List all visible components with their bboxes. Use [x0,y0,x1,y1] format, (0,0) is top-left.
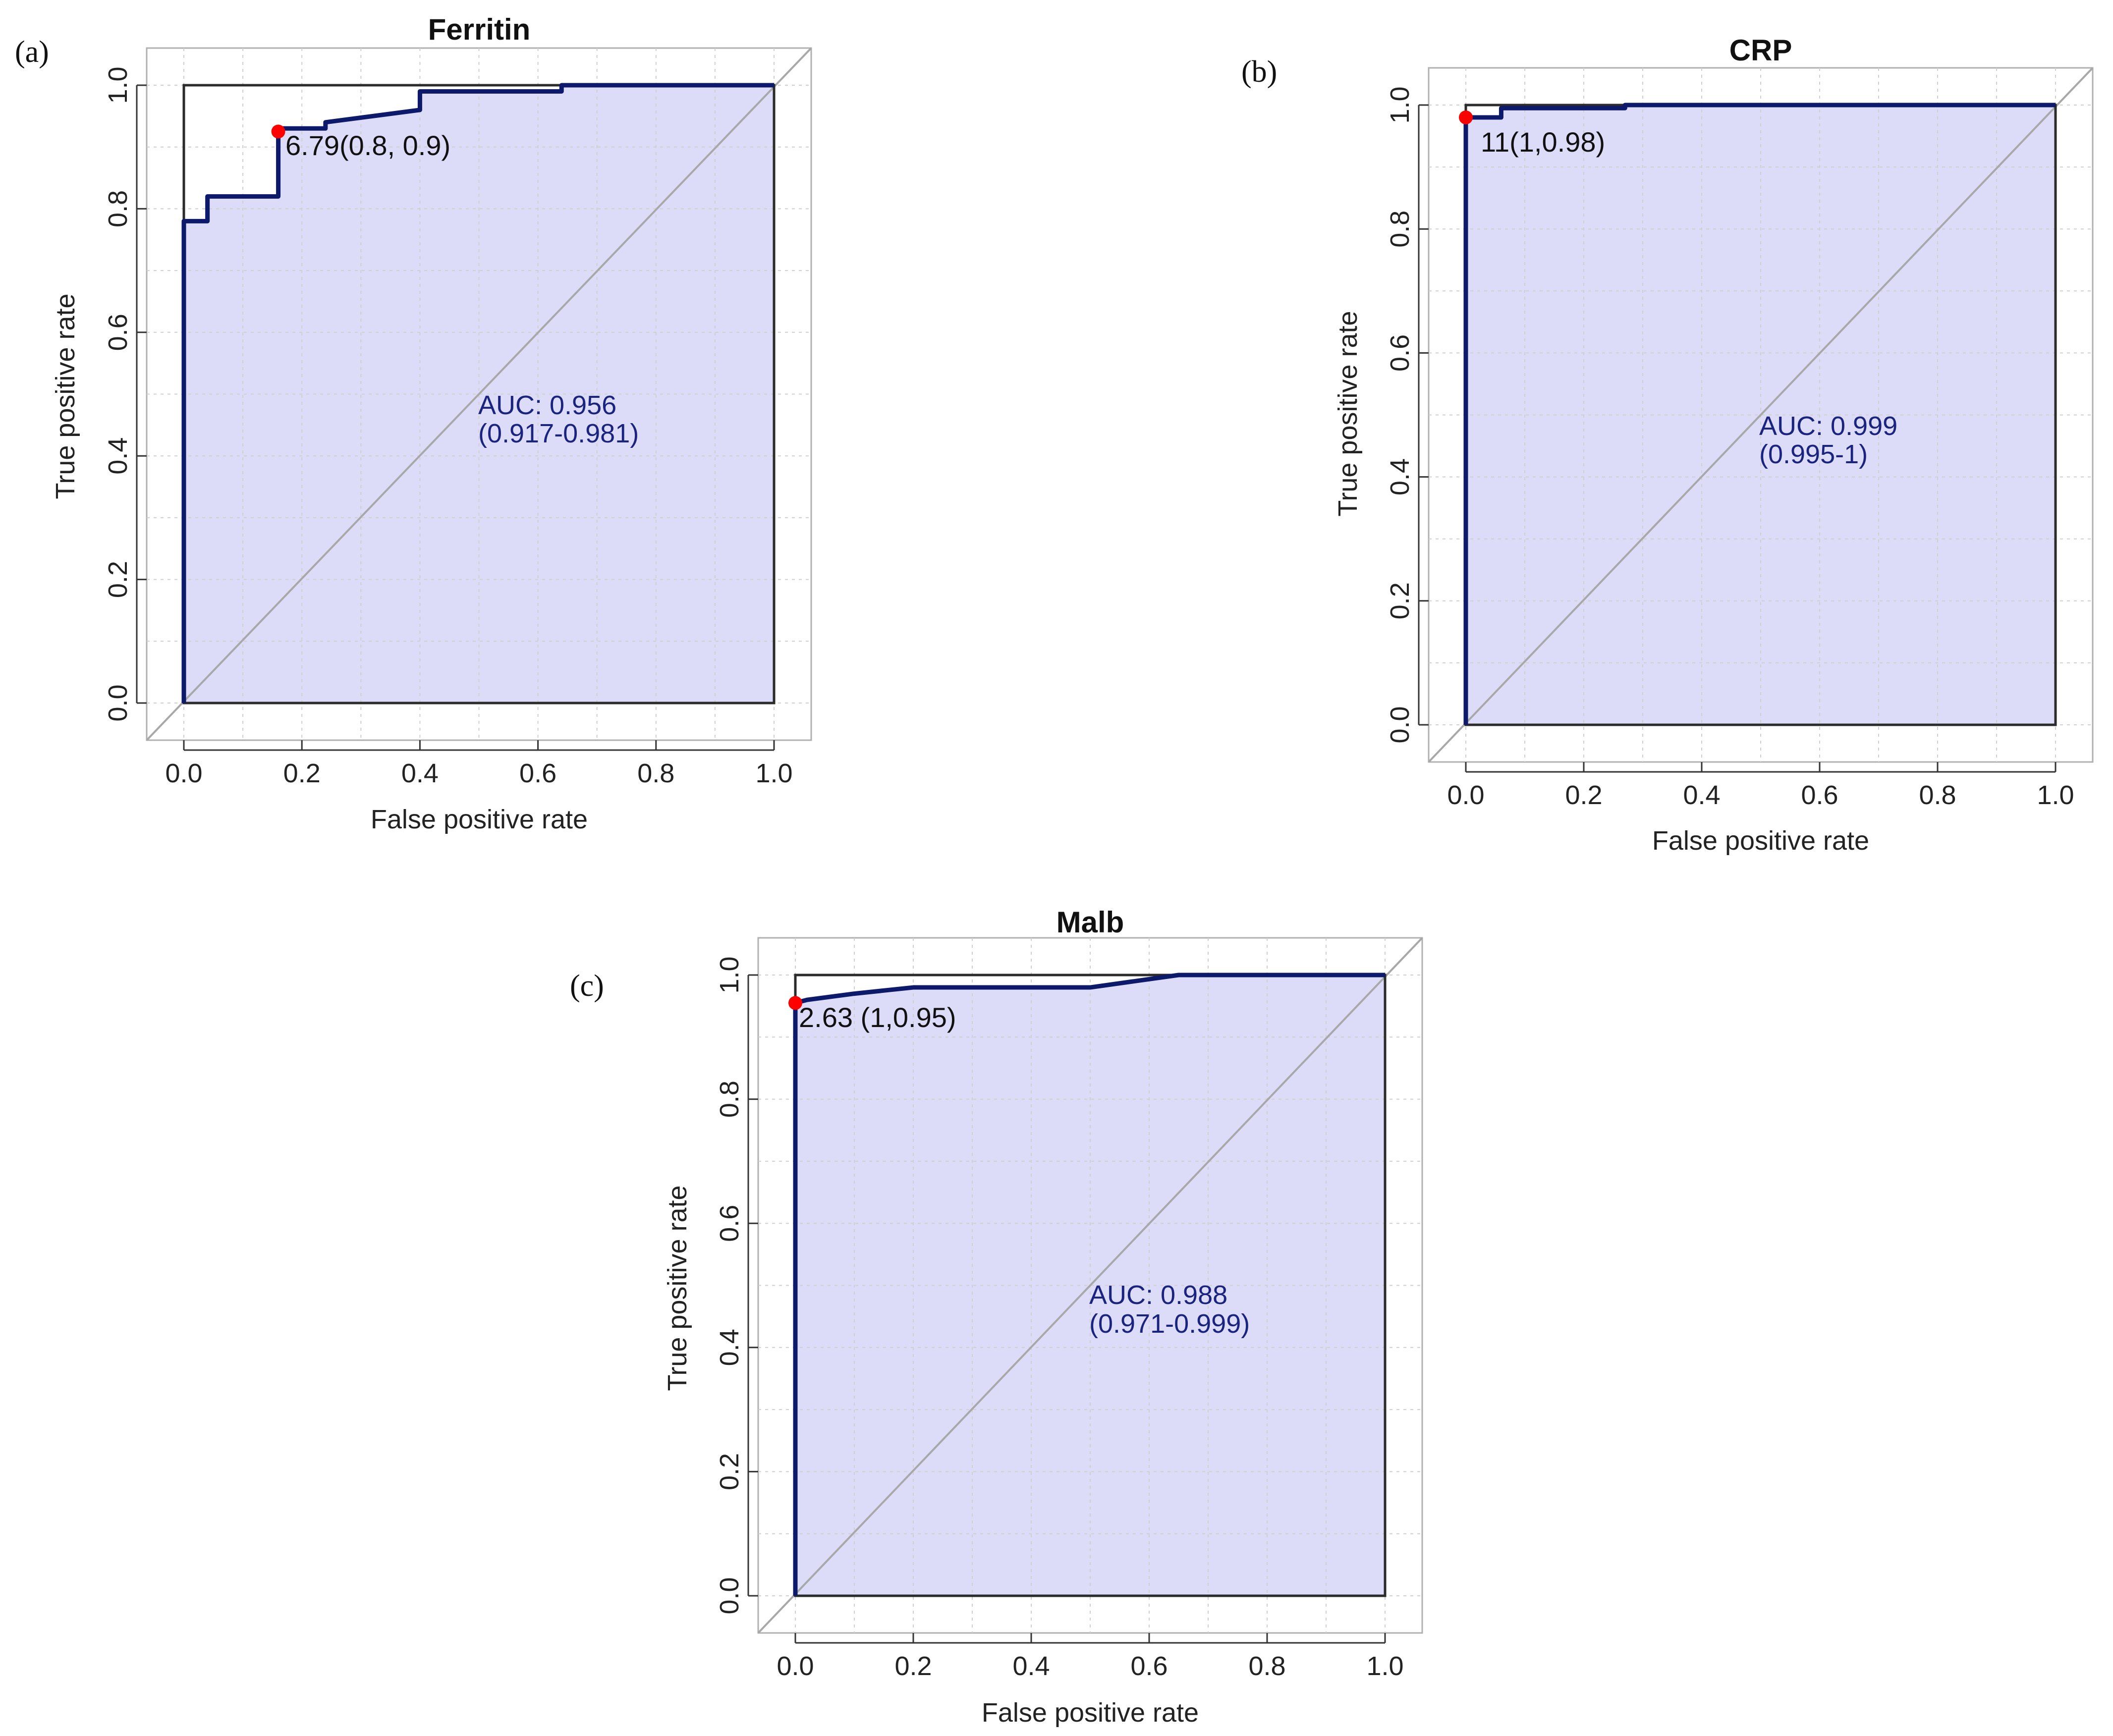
y-tick-label: 0.0 [103,684,133,721]
optimal-point-label: 6.79(0.8, 0.9) [285,130,450,161]
x-axis-label: False positive rate [982,1698,1199,1728]
auc-label: AUC: 0.988 [1089,1280,1227,1310]
optimal-point-label: 11(1,0.98) [1481,126,1605,158]
x-tick-label: 0.6 [519,759,556,788]
y-tick-label: 1.0 [1385,86,1415,123]
chart-title: Malb [1056,906,1124,939]
y-tick-label: 0.6 [103,314,133,351]
panel-letter: (b) [1241,55,1277,89]
auc-ci: (0.917-0.981) [478,419,639,448]
x-axis-label: False positive rate [1652,826,1869,856]
y-tick-label: 0.4 [103,437,133,475]
x-tick-label: 0.8 [1248,1651,1285,1681]
diagonal-reference-line [1428,67,2094,763]
y-tick-label: 1.0 [103,66,133,104]
x-tick-label: 0.8 [637,759,674,788]
panel-letter: (a) [15,35,49,69]
y-tick-label: 0.8 [715,1081,744,1118]
panel-b-crp: (b) CRP False positive rate True positiv… [1241,34,2094,856]
roc-curve [181,83,774,703]
x-tick-label: 1.0 [755,759,792,788]
panel-c-malb: (c) Malb False positive rate True positi… [570,906,1423,1728]
x-tick-label: 0.2 [1565,780,1602,810]
x-tick-label: 0.4 [1012,1651,1050,1681]
chart-title: Ferritin [428,13,531,46]
panel-letter: (c) [570,969,604,1003]
optimal-cutoff-point [1459,110,1473,125]
optimal-cutoff-point [788,996,802,1010]
auc-label: AUC: 0.999 [1759,411,1897,441]
diagonal-reference-line [757,937,1423,1634]
y-tick-label: 0.2 [1385,582,1415,619]
diagonal-reference-line [146,47,812,741]
x-tick-label: 0.4 [401,759,439,788]
x-tick-label: 0.4 [1683,780,1720,810]
chart-title: CRP [1729,34,1792,67]
x-tick-label: 0.6 [1130,1651,1168,1681]
x-tick-label: 1.0 [1366,1651,1403,1681]
y-tick-label: 0.8 [1385,211,1415,248]
y-tick-label: 0.0 [715,1577,744,1614]
y-axis-label: True positive rate [663,1185,692,1391]
optimal-cutoff-point [271,124,285,139]
optimal-point-label: 2.63 (1,0.95) [799,1002,956,1033]
y-tick-label: 0.2 [103,561,133,598]
y-tick-label: 0.6 [1385,334,1415,372]
y-tick-label: 0.8 [103,190,133,227]
x-tick-label: 0.8 [1919,780,1956,810]
y-tick-label: 0.6 [715,1205,744,1242]
x-tick-label: 1.0 [2037,780,2074,810]
panel-a-ferritin: (a) Ferritin False positive rate True po… [15,13,812,834]
y-tick-label: 0.4 [1385,458,1415,495]
x-axis-label: False positive rate [371,805,588,834]
plot-area [136,47,812,751]
y-tick-label: 0.4 [715,1329,744,1366]
x-tick-label: 0.6 [1801,780,1838,810]
plot-area [747,937,1423,1644]
auc-ci: (0.971-0.999) [1089,1309,1250,1339]
y-tick-label: 1.0 [715,956,744,993]
y-axis-label: True positive rate [51,293,80,499]
auc-ci: (0.995-1) [1759,439,1868,469]
auc-label: AUC: 0.956 [478,390,616,420]
x-tick-label: 0.0 [777,1651,814,1681]
y-tick-label: 0.0 [1385,706,1415,743]
x-tick-label: 0.0 [165,759,202,788]
x-tick-label: 0.2 [283,759,321,788]
x-tick-label: 0.0 [1447,780,1484,810]
x-tick-label: 0.2 [894,1651,932,1681]
plot-area [1418,67,2094,773]
y-axis-label: True positive rate [1333,311,1363,516]
y-tick-label: 0.2 [715,1453,744,1490]
